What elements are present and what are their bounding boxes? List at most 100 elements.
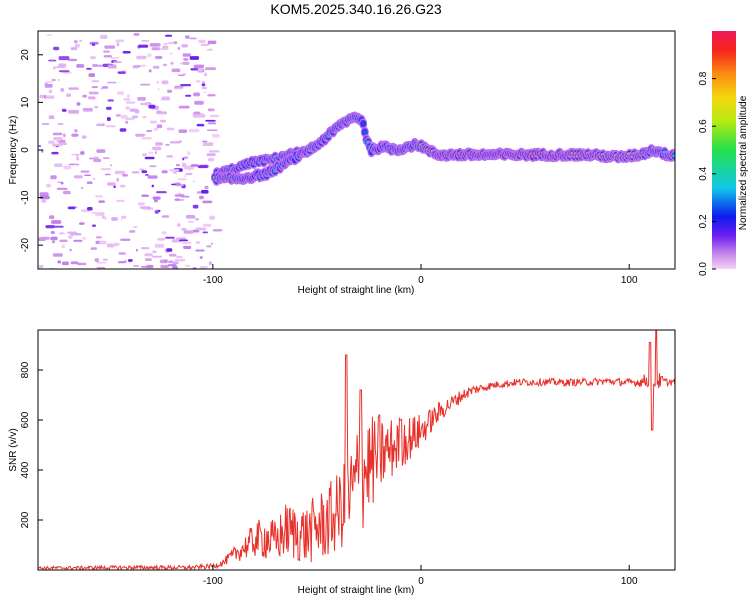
noise-speck [187, 151, 191, 156]
noise-speck [177, 178, 187, 181]
noise-speck [91, 211, 103, 214]
noise-speck [48, 89, 53, 94]
noise-speck [133, 33, 140, 36]
colorbar-label: Normalized spectral amplitude [738, 95, 749, 230]
noise-speck [202, 200, 213, 204]
noise-speck [120, 218, 123, 221]
noise-speck [63, 165, 72, 170]
colorbar-tick-label: 0.6 [698, 119, 709, 133]
noise-speck [187, 220, 194, 223]
noise-speck [140, 83, 151, 86]
noise-speck [102, 123, 105, 127]
noise-speck [169, 253, 177, 257]
noise-speck [60, 88, 65, 92]
noise-speck [171, 68, 181, 73]
noise-speck [57, 123, 64, 125]
noise-speck [195, 241, 200, 244]
noise-speck [116, 42, 120, 47]
noise-speck [172, 172, 178, 174]
snr-x-ticks: -100 0 100 [203, 565, 638, 587]
noise-speck [147, 175, 158, 179]
noise-speck [152, 65, 160, 69]
noise-speck [212, 134, 220, 138]
noise-speck [113, 185, 116, 188]
noise-speck [170, 61, 174, 65]
noise-speck [181, 241, 192, 245]
noise-speck [206, 129, 218, 131]
colorbar: 0.0 0.2 0.4 0.6 0.8 Normalized spectral ampl… [698, 31, 749, 276]
spectrogram-x-ticks: -100 0 100 [203, 264, 638, 286]
noise-speck [105, 125, 116, 128]
noise-speck [73, 40, 78, 44]
y-tick-label: 800 [20, 361, 31, 378]
noise-speck [106, 117, 111, 121]
noise-speck [141, 247, 150, 250]
noise-speck [58, 56, 70, 61]
noise-speck [156, 110, 162, 115]
y-tick-label: 20 [20, 49, 31, 61]
noise-speck [184, 35, 190, 39]
colorbar-tick-label: 0.2 [698, 214, 709, 228]
noise-speck [172, 261, 179, 265]
noise-speck [80, 170, 90, 173]
noise-speck [175, 256, 183, 258]
noise-speck [148, 207, 151, 209]
noise-speck [57, 79, 61, 81]
noise-speck [152, 255, 163, 258]
snr-x-label: Height of straight line (km) [298, 585, 415, 596]
noise-speck [99, 240, 107, 245]
noise-speck [89, 157, 94, 160]
noise-speck [169, 52, 173, 55]
noise-speck [135, 248, 139, 252]
noise-speck [49, 215, 55, 220]
noise-speck [210, 243, 214, 245]
noise-speck [161, 215, 170, 218]
noise-speck [100, 168, 111, 171]
noise-speck [162, 63, 168, 67]
noise-speck [62, 109, 67, 112]
noise-speck [38, 145, 42, 147]
noise-speck [165, 34, 173, 37]
noise-speck [182, 157, 185, 161]
noise-speck [135, 133, 145, 137]
noise-speck [174, 258, 186, 262]
noise-speck [166, 155, 173, 158]
noise-speck [52, 143, 63, 147]
spectrogram-x-label: Height of straight line (km) [298, 285, 415, 296]
noise-speck [133, 264, 140, 267]
noise-speck [96, 261, 107, 264]
noise-speck [90, 247, 97, 250]
noise-speck [161, 96, 170, 101]
noise-speck [139, 206, 150, 209]
noise-speck [193, 64, 205, 69]
x-tick-label: -100 [203, 576, 223, 587]
noise-speck [200, 43, 210, 46]
noise-speck [192, 180, 196, 183]
noise-speck [146, 130, 152, 132]
noise-speck [185, 94, 192, 97]
x-tick-label: -100 [203, 275, 223, 286]
noise-speck [41, 199, 47, 203]
noise-speck [153, 128, 158, 131]
noise-speck [180, 84, 191, 87]
noise-speck [160, 264, 170, 268]
noise-speck [117, 71, 126, 74]
noise-speck [80, 209, 90, 213]
noise-speck [80, 151, 85, 155]
noise-speck [119, 128, 127, 132]
noise-speck [107, 99, 114, 102]
noise-speck [182, 61, 190, 65]
y-tick-label: -20 [20, 238, 31, 253]
noise-speck [137, 202, 145, 206]
noise-speck [74, 129, 78, 133]
noise-speck [113, 61, 122, 64]
noise-speck [92, 178, 96, 180]
noise-speck [82, 94, 87, 98]
noise-speck [167, 89, 172, 93]
noise-speck [186, 215, 196, 219]
noise-speck [185, 172, 193, 176]
noise-speck [183, 156, 188, 160]
snr-line [38, 330, 675, 570]
noise-speck [148, 69, 152, 73]
noise-speck [206, 153, 216, 157]
